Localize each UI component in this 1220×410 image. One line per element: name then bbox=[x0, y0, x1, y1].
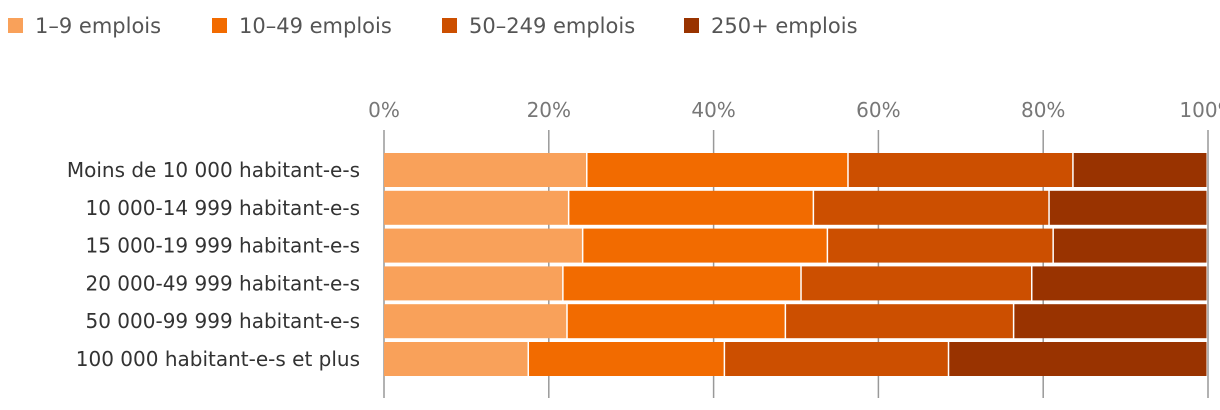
x-tick-label: 0% bbox=[368, 98, 400, 122]
bar-segment bbox=[569, 190, 813, 225]
bar-segment bbox=[828, 228, 1053, 263]
bar-segment bbox=[1049, 190, 1207, 225]
x-tick-label: 40% bbox=[691, 98, 735, 122]
legend-label: 10–49 emplois bbox=[239, 14, 392, 38]
bar-segment bbox=[1014, 304, 1207, 339]
legend: 1–9 emplois 10–49 emplois 50–249 emplois 25… bbox=[8, 14, 858, 38]
bar-segment bbox=[384, 266, 563, 301]
bar-segment bbox=[384, 304, 567, 339]
category-labels: Moins de 10 000 habitant-e-s 10 000-14 99… bbox=[67, 158, 360, 371]
bar-segment bbox=[786, 304, 1013, 339]
category-label: 20 000-49 999 habitant-e-s bbox=[86, 271, 361, 295]
bar-segment bbox=[583, 228, 827, 263]
legend-swatch bbox=[212, 18, 227, 33]
x-axis-tick-labels: 0% 20% 40% 60% 80% 100% bbox=[368, 98, 1220, 122]
bar-segment bbox=[567, 304, 785, 339]
x-tick-label: 100% bbox=[1179, 98, 1220, 122]
bar-segment bbox=[725, 342, 948, 376]
bar-segment bbox=[1053, 228, 1207, 263]
bar-segment bbox=[384, 153, 587, 187]
bars bbox=[384, 153, 1207, 376]
bar-segment bbox=[384, 228, 582, 263]
bar-segment bbox=[1032, 266, 1207, 301]
legend-swatch bbox=[442, 18, 457, 33]
category-label: 100 000 habitant-e-s et plus bbox=[76, 347, 360, 371]
bar-segment bbox=[1073, 153, 1207, 187]
bar-segment bbox=[529, 342, 724, 376]
legend-swatch bbox=[684, 18, 699, 33]
x-tick-label: 20% bbox=[527, 98, 571, 122]
bar-segment bbox=[563, 266, 801, 301]
bar-segment bbox=[801, 266, 1031, 301]
category-label: 15 000-19 999 habitant-e-s bbox=[86, 234, 361, 258]
bar-segment bbox=[384, 342, 528, 376]
bar-segment bbox=[848, 153, 1073, 187]
bar-segment bbox=[587, 153, 848, 187]
x-tick-label: 80% bbox=[1021, 98, 1065, 122]
bar-segment bbox=[949, 342, 1207, 376]
category-label: Moins de 10 000 habitant-e-s bbox=[67, 158, 360, 182]
bar-segment bbox=[814, 190, 1049, 225]
legend-label: 50–249 emplois bbox=[469, 14, 635, 38]
legend-label: 250+ emplois bbox=[711, 14, 858, 38]
category-label: 10 000-14 999 habitant-e-s bbox=[86, 196, 361, 220]
bar-segment bbox=[384, 190, 568, 225]
x-tick-label: 60% bbox=[856, 98, 900, 122]
legend-label: 1–9 emplois bbox=[35, 14, 161, 38]
legend-swatch bbox=[8, 18, 23, 33]
category-label: 50 000-99 999 habitant-e-s bbox=[86, 309, 361, 333]
